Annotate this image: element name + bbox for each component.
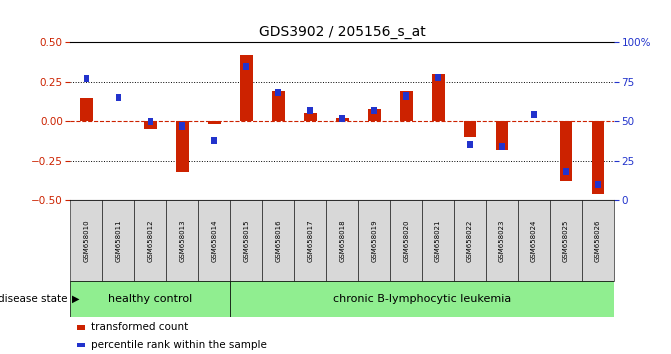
Bar: [422, 200, 454, 281]
Bar: [240, 55, 253, 121]
Bar: [262, 200, 295, 281]
Bar: [595, 181, 601, 188]
Bar: [272, 91, 285, 121]
Bar: [80, 98, 93, 121]
Bar: [340, 115, 345, 122]
Text: GSM658026: GSM658026: [595, 219, 601, 262]
Bar: [400, 91, 413, 121]
Bar: [199, 200, 230, 281]
Text: GSM658025: GSM658025: [563, 219, 569, 262]
Bar: [304, 113, 317, 121]
Text: GSM658014: GSM658014: [211, 219, 217, 262]
Bar: [244, 63, 249, 70]
Bar: [550, 200, 582, 281]
Bar: [464, 121, 476, 137]
Bar: [358, 200, 390, 281]
Bar: [84, 75, 89, 82]
Bar: [371, 107, 377, 114]
Bar: [230, 281, 614, 317]
Text: GSM658013: GSM658013: [179, 219, 185, 262]
Bar: [295, 200, 326, 281]
Bar: [560, 121, 572, 181]
Text: percentile rank within the sample: percentile rank within the sample: [91, 340, 266, 350]
Text: GDS3902 / 205156_s_at: GDS3902 / 205156_s_at: [259, 25, 425, 39]
Bar: [326, 200, 358, 281]
Bar: [518, 200, 550, 281]
Text: healthy control: healthy control: [108, 294, 193, 304]
Text: GSM658012: GSM658012: [148, 219, 154, 262]
Text: GSM658011: GSM658011: [115, 219, 121, 262]
Bar: [115, 94, 121, 101]
Text: GSM658023: GSM658023: [499, 219, 505, 262]
Bar: [336, 118, 349, 121]
Bar: [166, 200, 199, 281]
Bar: [454, 200, 486, 281]
Bar: [70, 200, 103, 281]
Bar: [496, 121, 509, 150]
Bar: [134, 200, 166, 281]
Text: GSM658016: GSM658016: [275, 219, 281, 262]
Text: GSM658017: GSM658017: [307, 219, 313, 262]
Bar: [431, 74, 444, 121]
Text: ▶: ▶: [72, 294, 79, 304]
Text: GSM658019: GSM658019: [371, 219, 377, 262]
Bar: [390, 200, 422, 281]
Bar: [275, 89, 281, 96]
Bar: [592, 121, 605, 194]
Bar: [208, 121, 221, 124]
Bar: [435, 74, 441, 81]
Text: disease state: disease state: [0, 294, 67, 304]
Bar: [368, 109, 380, 121]
Bar: [211, 137, 217, 144]
Bar: [148, 118, 153, 125]
Text: GSM658021: GSM658021: [435, 219, 441, 262]
Bar: [307, 107, 313, 114]
Bar: [531, 112, 537, 119]
Text: GSM658018: GSM658018: [340, 219, 345, 262]
Text: GSM658024: GSM658024: [531, 219, 537, 262]
Bar: [486, 200, 518, 281]
Text: chronic B-lymphocytic leukemia: chronic B-lymphocytic leukemia: [333, 294, 511, 304]
Text: GSM658020: GSM658020: [403, 219, 409, 262]
Bar: [230, 200, 262, 281]
Text: transformed count: transformed count: [91, 322, 188, 332]
Bar: [563, 168, 569, 175]
Bar: [499, 143, 505, 150]
Bar: [144, 121, 157, 129]
Bar: [179, 122, 185, 130]
Bar: [582, 200, 614, 281]
Bar: [403, 92, 409, 99]
Bar: [103, 200, 134, 281]
Text: GSM658010: GSM658010: [83, 219, 89, 262]
Text: GSM658022: GSM658022: [467, 219, 473, 262]
Bar: [176, 121, 189, 172]
Text: GSM658015: GSM658015: [244, 219, 250, 262]
Bar: [70, 281, 230, 317]
Bar: [467, 141, 473, 148]
